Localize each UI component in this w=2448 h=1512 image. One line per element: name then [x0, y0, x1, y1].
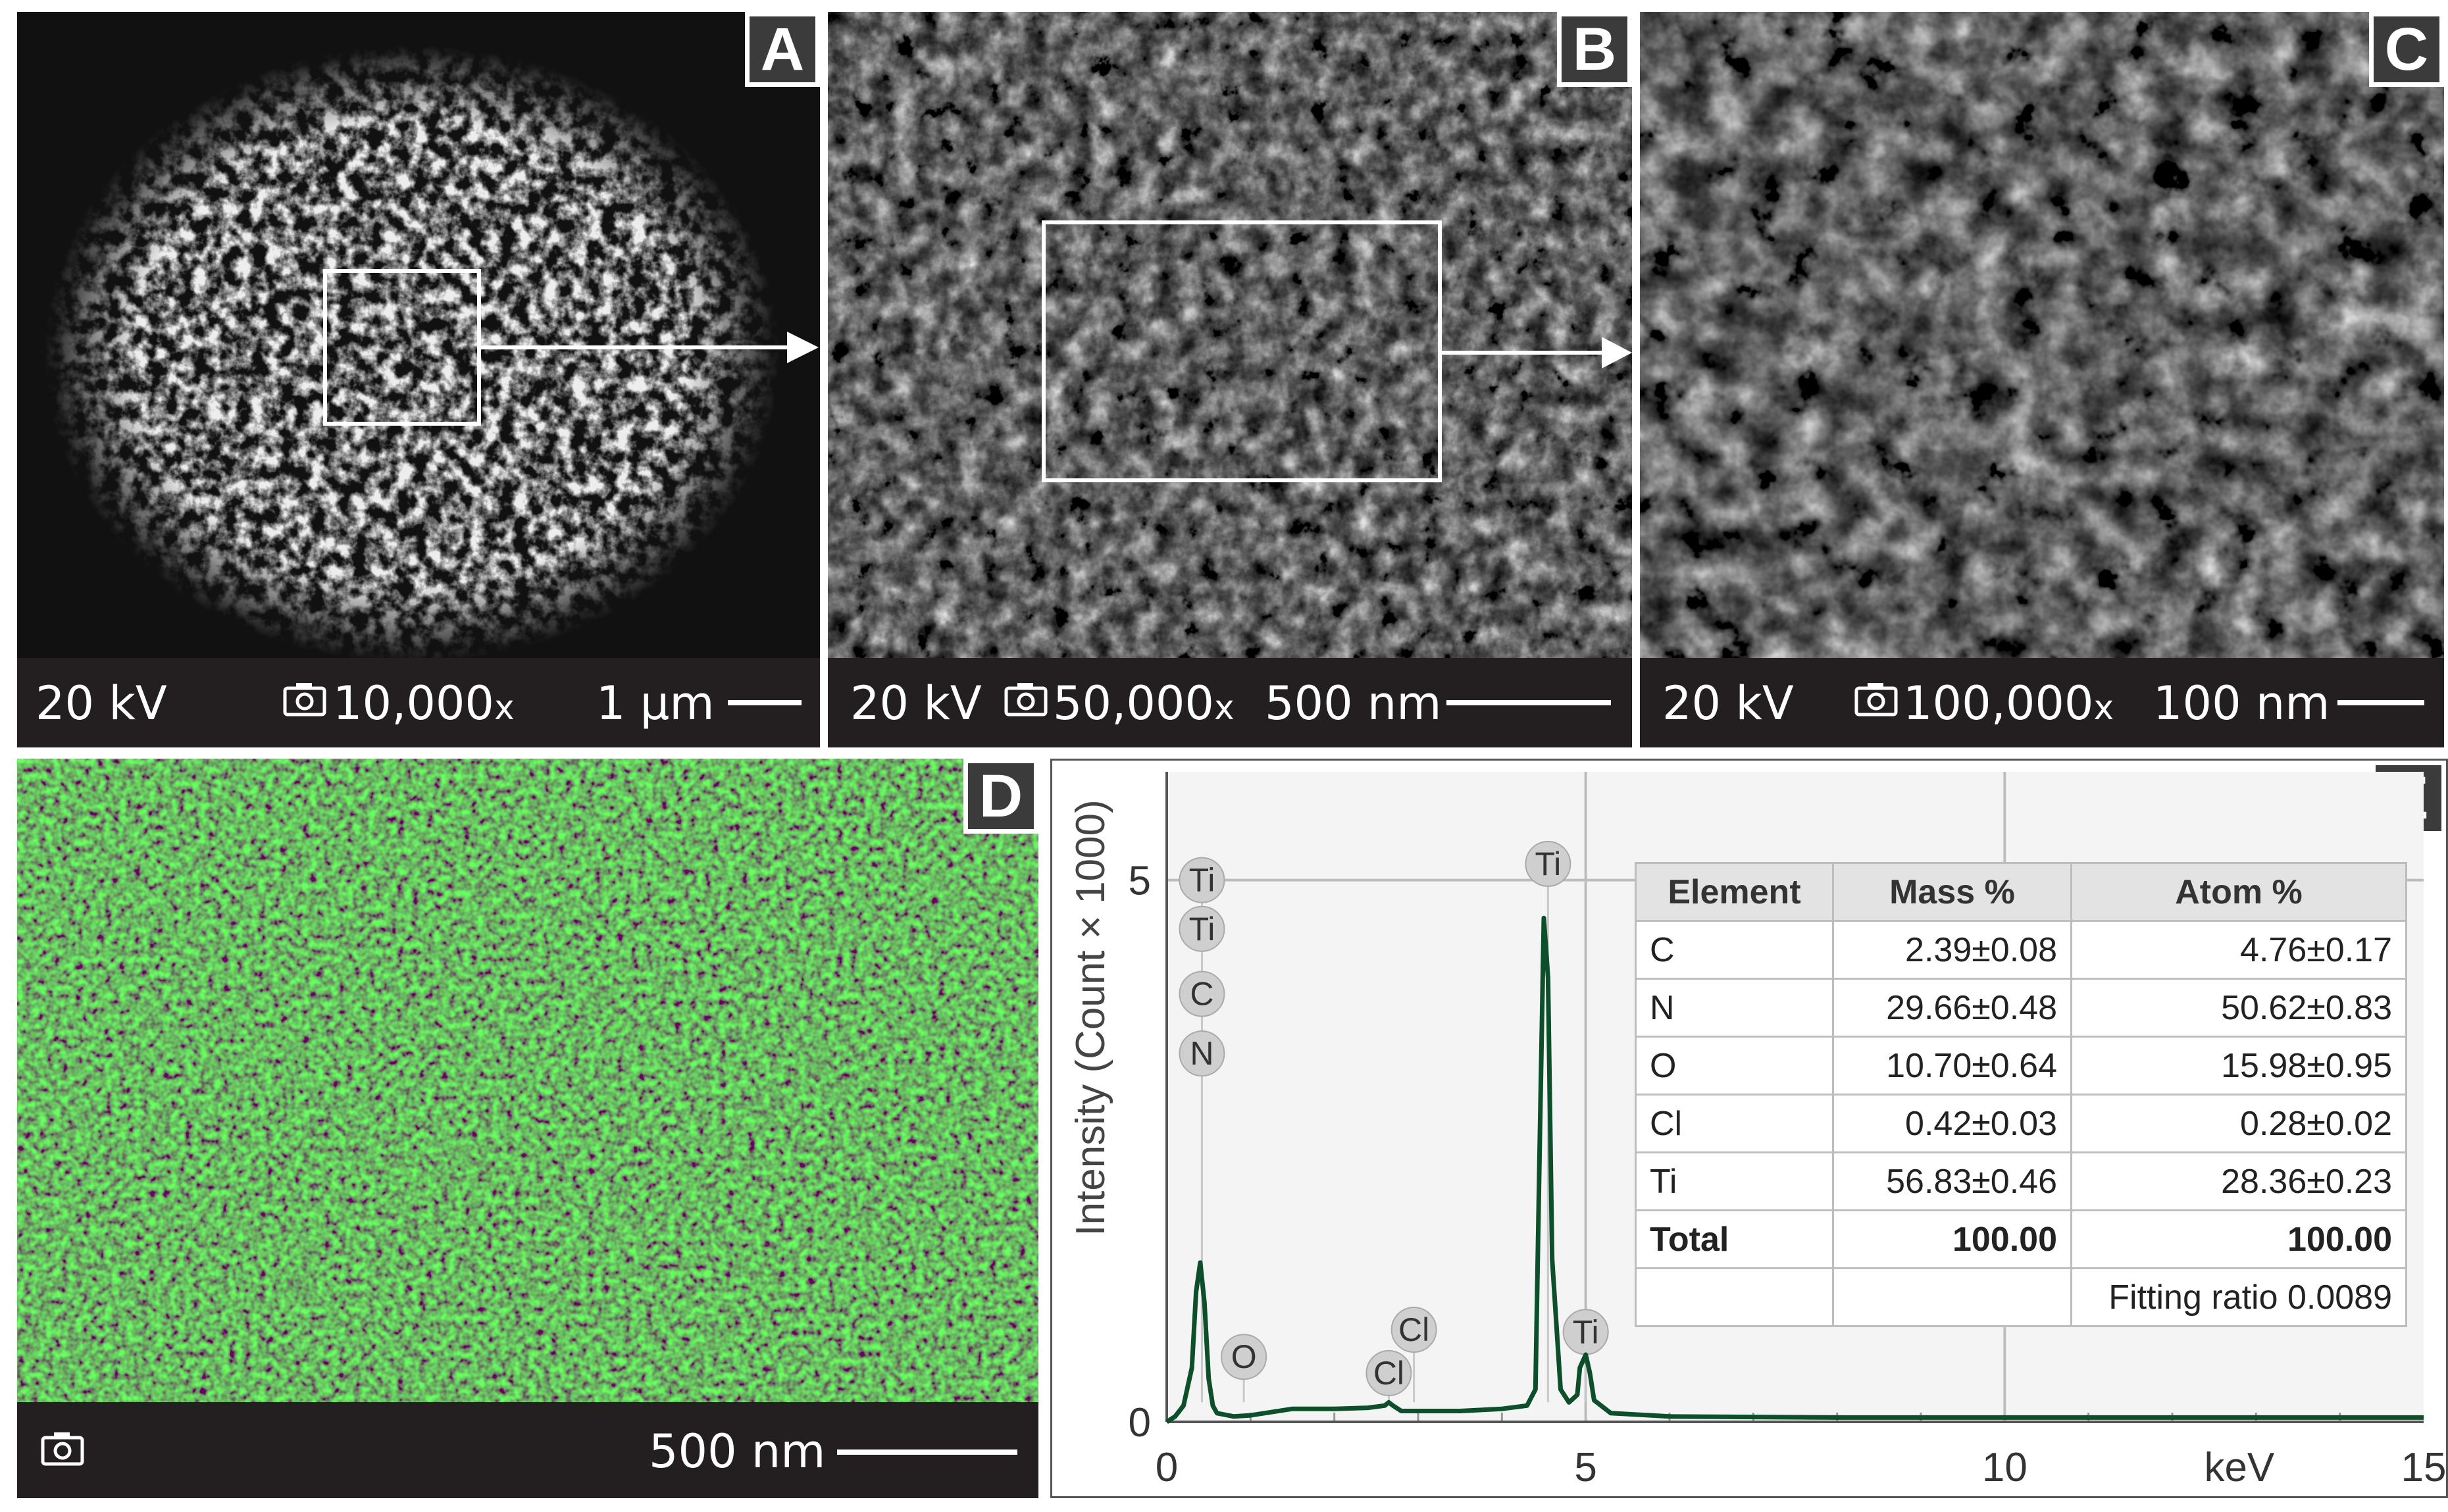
info-bar-c: 20 kV 100,000x 100 nm [1640, 658, 2444, 747]
cell-atom: 0.28±0.02 [2070, 1094, 2407, 1153]
panel-label-d: D [963, 759, 1038, 834]
cell-mass: 0.42±0.03 [1832, 1094, 2072, 1153]
cell-atom: 50.62±0.83 [2070, 978, 2407, 1038]
camera-icon [41, 1432, 84, 1466]
cell-total-mass: 100.00 [1832, 1209, 2072, 1269]
header-atom: Atom % [2070, 862, 2407, 922]
panel-label-b: B [1557, 12, 1632, 87]
header-element: Element [1635, 862, 1834, 922]
table-row: Ti 56.83±0.46 28.36±0.23 [1635, 1151, 2407, 1211]
peak-label-badge [1221, 1334, 1267, 1380]
peak-label: C [1190, 976, 1213, 1013]
voltage-a: 20 kV [36, 676, 167, 730]
peak-label: Ti [1535, 845, 1561, 882]
table-row: Cl 0.42±0.03 0.28±0.02 [1635, 1094, 2407, 1153]
x-tick-label: 0 [1156, 1445, 1178, 1490]
voltage-c: 20 kV [1662, 676, 1794, 730]
peak-label-badge [1525, 840, 1571, 887]
composition-table: Element Mass % Atom % C 2.39±0.08 4.76±0… [1635, 862, 2407, 1327]
y-tick-label: 0 [1129, 1400, 1151, 1446]
cell-element: Cl [1635, 1094, 1834, 1153]
peak-label: N [1190, 1035, 1213, 1072]
cell-atom: 4.76±0.17 [2070, 920, 2407, 980]
camera-icon [1004, 683, 1048, 717]
cell-element: N [1635, 978, 1834, 1038]
peak-label: Ti [1189, 911, 1215, 947]
camera-icon [283, 683, 326, 717]
x-axis-label: keV [2204, 1445, 2274, 1490]
peak-label: O [1231, 1338, 1257, 1375]
peak-label-badge [1179, 905, 1225, 952]
panel-label-c: C [2369, 12, 2444, 87]
sem-image-c [1640, 12, 2444, 658]
arrow-right-icon [1602, 337, 1632, 368]
peak-label: Ti [1573, 1313, 1599, 1350]
table-row: N 29.66±0.48 50.62±0.83 [1635, 978, 2407, 1038]
fitting-ratio: Fitting ratio 0.0089 [2070, 1267, 2407, 1327]
scale-bar-a [728, 700, 802, 705]
scale-text-a: 1 µm [596, 676, 715, 730]
sem-image-a [17, 12, 820, 658]
peak-label-badge [1179, 857, 1225, 903]
cell-mass: 29.66±0.48 [1832, 978, 2072, 1038]
cell-total-label: Total [1635, 1209, 1834, 1269]
magnification-c: 100,000x [1903, 676, 2114, 730]
scale-bar-b [1446, 700, 1611, 705]
scale-bar-d [837, 1449, 1017, 1455]
header-mass: Mass % [1832, 862, 2072, 922]
info-bar-b: 20 kV 50,000x 500 nm [828, 658, 1632, 747]
panel-c: C 20 kV 100,000x 100 nm [1640, 12, 2444, 747]
y-tick-label: 5 [1129, 859, 1151, 904]
panel-label-a: A [745, 12, 820, 87]
table-row: O 10.70±0.64 15.98±0.95 [1635, 1036, 2407, 1096]
peak-label-badge [1179, 970, 1225, 1017]
eds-map-d [17, 759, 1038, 1402]
spectrum-line [1165, 915, 2424, 1424]
peak-label-badge [1390, 1307, 1437, 1353]
cell-atom: 15.98±0.95 [2070, 1036, 2407, 1096]
scale-bar-c [2337, 700, 2424, 705]
table-fitting-row: Fitting ratio 0.0089 [1635, 1267, 2407, 1327]
peak-label-badge [1179, 1030, 1225, 1077]
y-axis-label: Intensity (Count × 1000) [1068, 799, 1113, 1236]
cell-element: O [1635, 1036, 1834, 1096]
info-bar-d: 500 nm [17, 1402, 1038, 1498]
table-row: C 2.39±0.08 4.76±0.17 [1635, 920, 2407, 980]
cell-atom: 28.36±0.23 [2070, 1151, 2407, 1211]
arrow-right-icon [787, 332, 819, 363]
x-tick-label: 10 [1982, 1445, 2027, 1490]
panel-d: D 500 nm [17, 759, 1038, 1498]
voltage-b: 20 kV [850, 676, 982, 730]
x-tick-label: 5 [1574, 1445, 1596, 1490]
cell-mass: 2.39±0.08 [1832, 920, 2072, 980]
scale-text-b: 500 nm [1265, 676, 1442, 730]
camera-icon [1854, 683, 1898, 717]
cell-mass: 56.83±0.46 [1832, 1151, 2072, 1211]
peak-label: Cl [1398, 1311, 1429, 1348]
magnification-b: 50,000x [1053, 676, 1235, 730]
info-bar-a: 20 kV 10,000x 1 µm [17, 658, 820, 747]
panel-a: A 20 kV 10,000x 1 µm [17, 12, 820, 747]
cell-element: C [1635, 920, 1834, 980]
x-tick-label: 15 [2401, 1445, 2447, 1490]
peak-label-badge [1365, 1349, 1412, 1396]
cell-element: Ti [1635, 1151, 1834, 1211]
cell-mass: 10.70±0.64 [1832, 1036, 2072, 1096]
scale-text-d: 500 nm [649, 1424, 826, 1478]
panel-b: B 20 kV 50,000x 500 nm [828, 12, 1632, 747]
peak-label: Ti [1189, 862, 1215, 899]
table-header-row: Element Mass % Atom % [1635, 862, 2407, 922]
magnification-a: 10,000x [333, 676, 515, 730]
table-total-row: Total 100.00 100.00 [1635, 1209, 2407, 1269]
peak-label: Cl [1373, 1355, 1404, 1392]
sem-image-b [828, 12, 1632, 658]
cell-total-atom: 100.00 [2070, 1209, 2407, 1269]
scale-text-c: 100 nm [2153, 676, 2330, 730]
